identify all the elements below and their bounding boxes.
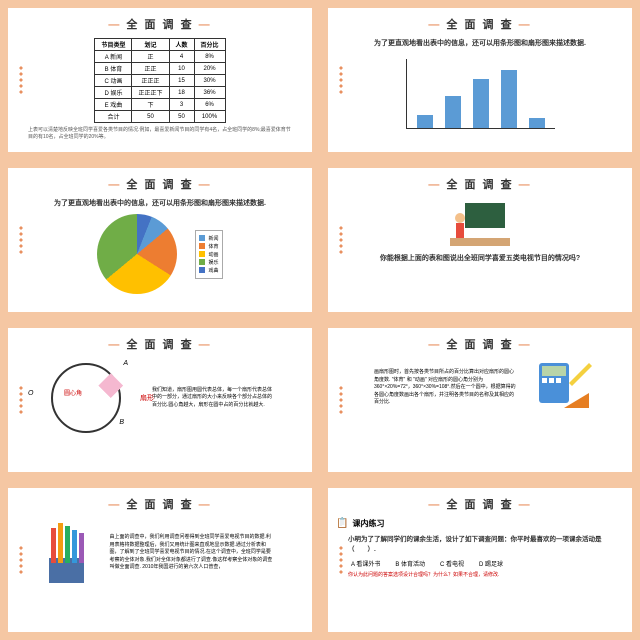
calc-text: 画扇形图时，首先按各类节目所占的百分比算出对应扇形的圆心角度数. "体育" 和 … <box>366 369 526 407</box>
table-caption: 上表可以清楚地反映全班同学喜爱各类节目的情况.例如，最喜爱新闻节目的同学有4名，… <box>16 127 304 141</box>
exercise-q: 小明为了了解同学们的课余生活，设计了如下调查问题：你平时最喜欢的一项课余活动是（… <box>336 533 624 553</box>
slide-piechart: 全 面 调 查 为了更直观地看出表中的信息，还可以用条形图和扇形图来描述数据. … <box>0 160 320 320</box>
exercise-note: 你认为此问题的答案选项设计合理吗？为什么？如果不合理，请修改. <box>336 572 624 579</box>
slide-title: 全 面 调 查 <box>16 336 304 352</box>
legend: 新闻体育动画娱乐戏曲 <box>195 230 222 279</box>
slide-exercise: 全 面 调 查 课内练习 小明为了了解同学们的课余生活，设计了如下调查问题：你平… <box>320 480 640 640</box>
slide-title: 全 面 调 查 <box>336 336 624 352</box>
slide-title: 全 面 调 查 <box>336 496 624 512</box>
slide-title: 全 面 调 查 <box>336 16 624 32</box>
slide-question: 全 面 调 查 你能根据上面的表和图说出全班同学喜爱五类电视节目的情况吗? <box>320 160 640 320</box>
slide-title: 全 面 调 查 <box>336 176 624 192</box>
slide-calc: 全 面 调 查 画扇形图时，首先按各类节目所占的百分比算出对应扇形的圆心角度数.… <box>320 320 640 480</box>
pencils-icon <box>39 518 94 588</box>
exercise-header: 课内练习 <box>336 518 624 529</box>
bar-chart <box>406 59 555 129</box>
slide-title: 全 面 调 查 <box>16 16 304 32</box>
teacher-icon <box>450 198 510 248</box>
data-table: 节目类型划记人数百分比A 新闻正48%B 体育正正1020%C 动画正正正153… <box>94 38 225 123</box>
slide-title: 全 面 调 查 <box>16 176 304 192</box>
question-text: 你能根据上面的表和图说出全班同学喜爱五类电视节目的情况吗? <box>336 253 624 263</box>
slide-summary: 全 面 调 查 由上面的调查中，我们利用调查问卷得到全班同学喜爱电视节目的数据.… <box>0 480 320 640</box>
pie-chart <box>97 214 177 294</box>
calculator-icon <box>534 358 594 418</box>
slide-angle: 全 面 调 查 O A B 圆心角 扇形 我们知道，扇形图用圆代表总体，每一个扇… <box>0 320 320 480</box>
angle-text: 我们知道，扇形图用圆代表总体，每一个扇形代表总体中的一部分，通过扇形的大小来反映… <box>144 387 284 410</box>
subtitle: 为了更直观地看出表中的信息，还可以用条形图和扇形图来描述数据. <box>16 198 304 208</box>
summary-text: 由上面的调查中，我们利用调查问卷得到全班同学喜爱电视节目的数据.利用表格将数据整… <box>102 534 282 572</box>
angle-diagram <box>51 363 121 433</box>
slide-barchart: 全 面 调 查 为了更直观地看出表中的信息，还可以用条形图和扇形图来描述数据. <box>320 0 640 160</box>
slide-title: 全 面 调 查 <box>16 496 304 512</box>
options: A 看课外书B 体育活动C 看电视D 踢足球 <box>336 559 624 568</box>
subtitle: 为了更直观地看出表中的信息，还可以用条形图和扇形图来描述数据. <box>336 38 624 48</box>
slide-table: 全 面 调 查 节目类型划记人数百分比A 新闻正48%B 体育正正1020%C … <box>0 0 320 160</box>
